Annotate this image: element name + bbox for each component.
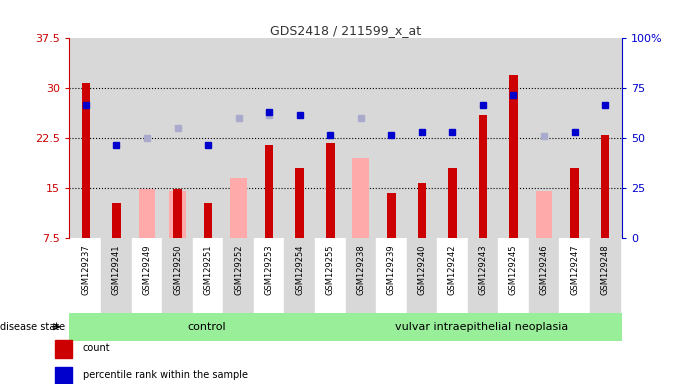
Bar (101, 238, 132, 313)
Bar (448, 168, 457, 238)
Title: GDS2418 / 211599_x_at: GDS2418 / 211599_x_at (270, 24, 421, 37)
Bar (326, 143, 334, 238)
Text: GSM129252: GSM129252 (234, 244, 243, 295)
Bar (112, 203, 121, 238)
Text: GSM129255: GSM129255 (325, 244, 334, 295)
Bar (509, 75, 518, 238)
Bar (406, 238, 437, 313)
Text: GSM129240: GSM129240 (417, 244, 426, 295)
Bar (132, 238, 162, 313)
Bar (296, 168, 304, 238)
Bar (346, 238, 376, 313)
Bar (193, 238, 223, 313)
Text: GSM129237: GSM129237 (82, 244, 91, 295)
Text: GSM129246: GSM129246 (540, 244, 549, 295)
Text: percentile rank within the sample: percentile rank within the sample (83, 370, 248, 380)
Text: GSM129241: GSM129241 (112, 244, 121, 295)
Bar (265, 145, 274, 238)
Text: GSM129238: GSM129238 (357, 244, 366, 295)
Text: GSM129248: GSM129248 (600, 244, 609, 295)
Text: control: control (187, 322, 226, 332)
Text: GSM129242: GSM129242 (448, 244, 457, 295)
Text: GSM129243: GSM129243 (478, 244, 487, 295)
Bar (437, 238, 468, 313)
Bar (590, 238, 621, 313)
Text: GSM129250: GSM129250 (173, 244, 182, 295)
Text: count: count (83, 343, 111, 353)
Text: GSM129253: GSM129253 (265, 244, 274, 295)
Text: GSM129251: GSM129251 (204, 244, 213, 295)
Bar (468, 238, 498, 313)
Bar (254, 238, 285, 313)
Bar (559, 238, 590, 313)
Bar (570, 168, 579, 238)
Bar (315, 238, 346, 313)
Bar (162, 238, 193, 313)
Bar (169, 192, 186, 238)
Bar (352, 158, 369, 238)
Bar (376, 238, 406, 313)
Text: GSM129254: GSM129254 (295, 244, 304, 295)
Bar (82, 83, 90, 238)
Text: GSM129239: GSM129239 (387, 244, 396, 295)
Text: GSM129249: GSM129249 (142, 244, 151, 295)
Bar (417, 183, 426, 238)
Bar (529, 238, 559, 313)
Text: GSM129247: GSM129247 (570, 244, 579, 295)
Bar (69, 313, 344, 341)
Bar (387, 194, 395, 238)
Bar (536, 192, 552, 238)
Bar (498, 238, 529, 313)
Text: disease state: disease state (0, 322, 65, 332)
Bar (173, 189, 182, 238)
Text: vulvar intraepithelial neoplasia: vulvar intraepithelial neoplasia (395, 322, 568, 332)
Bar (223, 238, 254, 313)
Bar (230, 178, 247, 238)
Bar (285, 238, 315, 313)
Bar (70, 238, 101, 313)
Bar (204, 203, 212, 238)
Bar (139, 189, 155, 238)
Bar (344, 313, 622, 341)
Text: GSM129245: GSM129245 (509, 244, 518, 295)
Bar (55, 367, 72, 384)
Bar (55, 340, 72, 358)
Bar (479, 115, 487, 238)
Bar (601, 135, 609, 238)
